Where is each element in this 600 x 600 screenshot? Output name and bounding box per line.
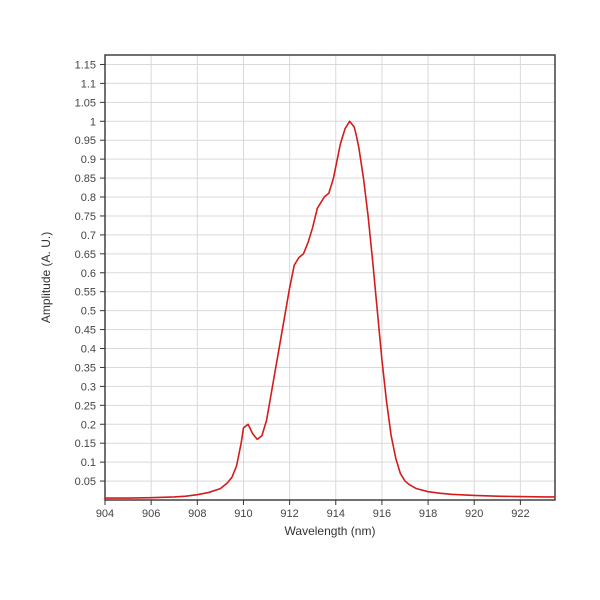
ytick-label: 0.45 <box>75 325 96 337</box>
ytick-label: 0.85 <box>75 173 96 185</box>
ytick-label: 0.65 <box>75 249 96 261</box>
xtick-label: 912 <box>280 508 298 520</box>
ytick-label: 0.2 <box>81 419 96 431</box>
ytick-label: 0.9 <box>81 154 96 166</box>
ytick-label: 1.1 <box>81 78 96 90</box>
xtick-label: 922 <box>511 508 529 520</box>
ytick-label: 0.3 <box>81 381 96 393</box>
xtick-label: 908 <box>188 508 206 520</box>
xtick-label: 918 <box>419 508 437 520</box>
x-axis-title: Wavelength (nm) <box>285 524 376 538</box>
ytick-label: 1 <box>90 116 96 128</box>
ytick-label: 0.75 <box>75 211 96 223</box>
xtick-label: 920 <box>465 508 483 520</box>
ytick-label: 0.1 <box>81 457 96 469</box>
ytick-label: 1.05 <box>75 97 96 109</box>
ytick-label: 0.05 <box>75 476 96 488</box>
y-axis-title: Amplitude (A. U.) <box>39 232 53 323</box>
ytick-label: 0.55 <box>75 287 96 299</box>
ytick-label: 0.95 <box>75 135 96 147</box>
ytick-label: 0.5 <box>81 306 96 318</box>
xtick-label: 916 <box>373 508 391 520</box>
xtick-label: 914 <box>327 508 345 520</box>
ytick-label: 0.8 <box>81 192 96 204</box>
xtick-label: 904 <box>96 508 114 520</box>
ytick-label: 0.7 <box>81 230 96 242</box>
ytick-label: 0.6 <box>81 268 96 280</box>
chart-svg: 904 906 908 910 912 914 916 918 920 922 0.05 0.1 0.1… <box>0 0 600 600</box>
ytick-label: 0.15 <box>75 438 96 450</box>
ytick-label: 0.35 <box>75 362 96 374</box>
ytick-label: 0.4 <box>81 344 96 356</box>
spectrum-chart: 904 906 908 910 912 914 916 918 920 922 0.05 0.1 0.1… <box>0 0 600 600</box>
ytick-label: 1.15 <box>75 59 96 71</box>
ytick-label: 0.25 <box>75 400 96 412</box>
xtick-label: 910 <box>234 508 252 520</box>
xtick-label: 906 <box>142 508 160 520</box>
